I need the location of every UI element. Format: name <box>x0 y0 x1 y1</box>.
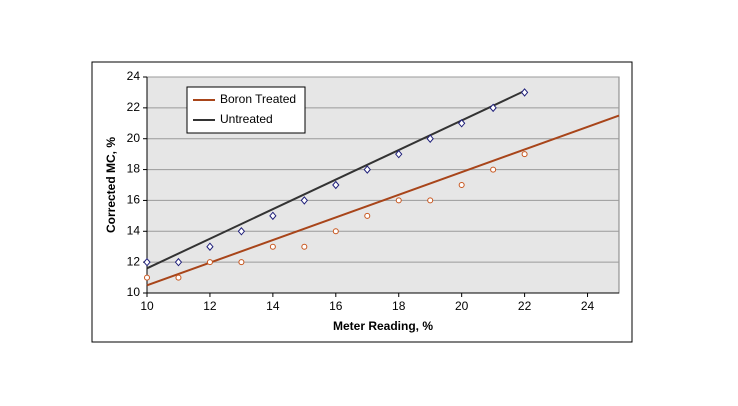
data-point <box>238 259 245 266</box>
data-point <box>426 134 434 143</box>
x-tick-label: 16 <box>329 299 343 313</box>
data-point <box>520 88 529 97</box>
x-axis-label: Meter Reading, % <box>333 319 433 333</box>
legend-label: Boron Treated <box>220 92 296 106</box>
x-tick-label: 10 <box>140 299 154 313</box>
data-point <box>206 259 213 266</box>
x-tick-label: 14 <box>266 299 280 313</box>
x-tick-label: 20 <box>455 299 469 313</box>
data-point <box>237 227 246 236</box>
data-point <box>489 103 497 113</box>
data-point <box>300 196 308 205</box>
y-tick-label: 22 <box>127 100 141 114</box>
data-point <box>143 257 151 267</box>
data-point <box>144 274 150 281</box>
data-point <box>175 274 182 281</box>
data-point <box>427 197 434 204</box>
y-tick-label: 20 <box>127 131 141 145</box>
data-point <box>206 242 214 251</box>
data-point <box>364 212 371 219</box>
data-point <box>395 149 403 159</box>
x-tick-label: 12 <box>203 299 217 313</box>
y-axis-label: Corrected MC, % <box>104 137 118 233</box>
data-point <box>490 166 497 173</box>
y-tick-label: 12 <box>127 254 141 268</box>
data-point <box>395 197 402 204</box>
data-point <box>521 151 528 158</box>
data-point <box>332 180 340 190</box>
x-tick-label: 18 <box>392 299 406 313</box>
legend-label: Untreated <box>220 112 273 126</box>
x-tick-label: 24 <box>581 299 595 313</box>
data-point <box>458 119 466 128</box>
data-point <box>363 165 371 174</box>
y-tick-label: 16 <box>127 193 141 207</box>
y-tick-label: 10 <box>127 285 141 299</box>
data-point <box>174 257 183 267</box>
x-tick-label: 22 <box>518 299 532 313</box>
legend-box <box>186 86 306 134</box>
data-point <box>458 182 465 188</box>
data-point <box>269 211 277 221</box>
data-point <box>332 228 339 235</box>
y-tick-label: 14 <box>127 223 141 237</box>
data-point <box>269 243 276 250</box>
y-tick-label: 24 <box>127 69 141 83</box>
y-tick-label: 18 <box>127 162 141 176</box>
trend-line <box>146 114 620 287</box>
data-point <box>301 243 308 250</box>
